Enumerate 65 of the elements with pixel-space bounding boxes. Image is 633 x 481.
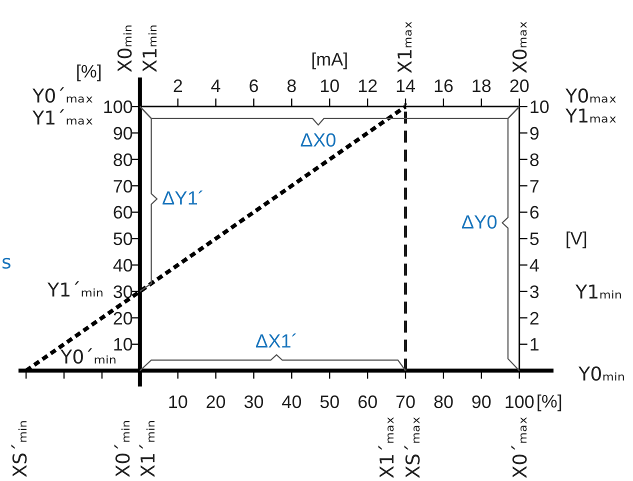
- y-tick-label: 20: [112, 308, 133, 328]
- y2-tick-label: 4: [529, 256, 540, 276]
- y-tick-label: 30: [112, 282, 133, 302]
- text: XS´ₘₐₓ: [402, 416, 424, 478]
- x2-tick-label: 10: [320, 76, 340, 96]
- y-tick-label: 60: [112, 202, 133, 223]
- x-tick-label: 50: [320, 392, 340, 412]
- y-axis-title: [%]: [76, 62, 102, 82]
- y2-tick-label: 6: [529, 202, 540, 223]
- x2-tick-label: 2: [172, 76, 183, 96]
- text: X0ₘᵢₙ: [114, 24, 136, 72]
- text: X1ₘₐₓ: [394, 20, 416, 74]
- text: X0ₘₐₓ: [510, 20, 532, 74]
- annotation: ΔY1´: [162, 188, 204, 210]
- x2-tick-label: 4: [210, 76, 221, 96]
- y2-axis-title: [V]: [565, 228, 588, 249]
- x-tick-label: 30: [244, 392, 264, 412]
- y-tick-label: 80: [112, 150, 133, 170]
- x2-tick-label: 8: [286, 76, 297, 96]
- text: X1´ₘᵢₙ: [138, 420, 160, 478]
- y-tick-label: 90: [112, 123, 133, 144]
- y2-tick-label: 5: [529, 229, 540, 250]
- y-tick-label: 100: [102, 97, 133, 118]
- x-tick-label: 60: [358, 392, 378, 412]
- text: XS´ₘᵢₙ: [10, 420, 32, 478]
- y2-tick-label: 3: [529, 282, 540, 302]
- y2-tick-label: 7: [529, 176, 540, 196]
- x2-tick-label: 16: [433, 76, 454, 96]
- y-tick-label: 70: [112, 176, 133, 196]
- text: Y1ₘₐₓ: [564, 106, 617, 128]
- x2-tick-label: 20: [509, 76, 530, 96]
- annotation: ΔX0: [300, 130, 336, 152]
- x2-tick-label: 6: [248, 76, 259, 96]
- y2-tick-label: 2: [529, 308, 540, 328]
- text: s: [2, 252, 12, 274]
- text: X1ₘᵢₙ: [140, 24, 162, 72]
- text: Y0ₘₐₓ: [564, 86, 617, 108]
- x2-tick-label: 12: [358, 76, 378, 96]
- annotation: Y1´ₘᵢₙ: [46, 280, 104, 302]
- text: Y1ₘᵢₙ: [574, 282, 622, 304]
- x2-axis-title: [mA]: [311, 50, 348, 70]
- x2-tick-label: 18: [471, 76, 492, 96]
- text: X0´ₘᵢₙ: [112, 420, 134, 478]
- x-axis-title: [%]: [536, 392, 562, 412]
- x-tick-label: 90: [471, 392, 492, 412]
- x-tick-label: 80: [433, 392, 454, 412]
- text: X0´ₘₐₓ: [510, 416, 532, 478]
- y2-tick-label: 10: [529, 97, 550, 118]
- x-tick-label: 100: [504, 392, 534, 412]
- y-tick-label: 40: [112, 256, 133, 276]
- text: Y0ₘᵢₙ: [578, 364, 625, 386]
- text: X1´ₘₐₓ: [376, 416, 398, 478]
- annotation: Y0´ₘₐₓ: [32, 86, 94, 108]
- x2-tick-label: 14: [396, 76, 416, 96]
- y2-tick-label: 9: [529, 123, 540, 144]
- x-tick-label: 70: [396, 392, 416, 412]
- y2-tick-label: 1: [529, 334, 540, 355]
- annotation: ΔX1´: [255, 331, 298, 352]
- x-tick-label: 40: [282, 392, 302, 412]
- y-tick-label: 50: [112, 229, 133, 250]
- y2-tick-label: 8: [529, 150, 540, 170]
- annotation: ΔY0: [461, 212, 498, 234]
- annotation: Y1´ₘₐₓ: [32, 108, 94, 130]
- x-tick-label: 20: [206, 392, 226, 412]
- x-tick-label: 10: [168, 392, 188, 412]
